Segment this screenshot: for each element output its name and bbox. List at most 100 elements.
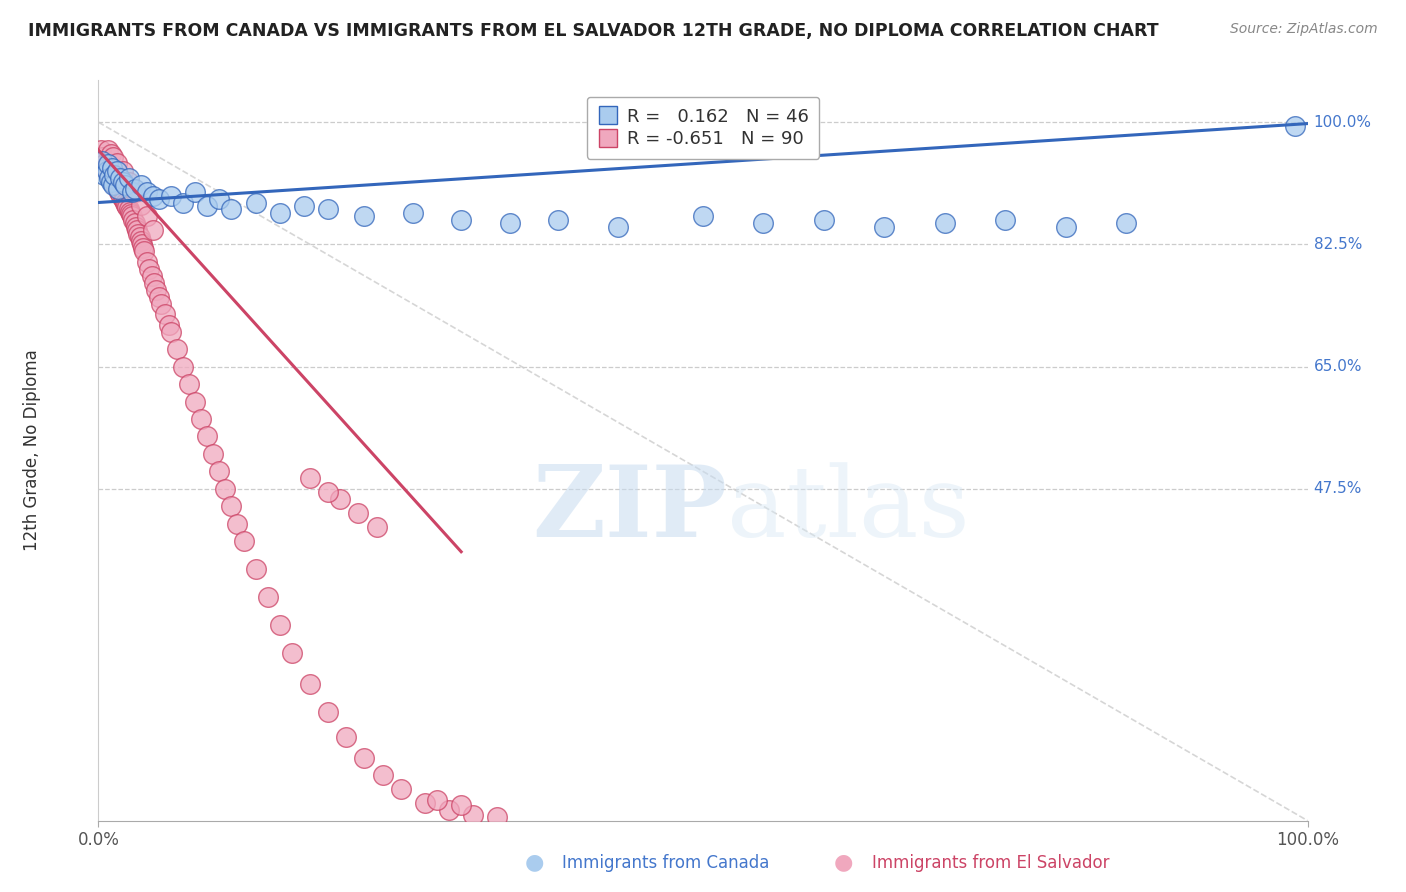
Point: [450, 213, 472, 227]
Point: [994, 213, 1017, 227]
Point: [107, 181, 129, 195]
Point: [103, 177, 125, 191]
Point: [118, 175, 141, 189]
Point: [108, 186, 131, 201]
Point: [129, 234, 152, 248]
Point: [97, 157, 120, 171]
Point: [141, 268, 163, 283]
Point: [98, 171, 121, 186]
Text: 12th Grade, No Diploma: 12th Grade, No Diploma: [22, 350, 41, 551]
Point: [245, 562, 267, 576]
Point: [607, 219, 630, 234]
Point: [150, 297, 173, 311]
Point: [91, 150, 114, 164]
Point: [316, 485, 339, 500]
Text: Source: ZipAtlas.com: Source: ZipAtlas.com: [1230, 22, 1378, 37]
Point: [100, 171, 122, 186]
Text: IMMIGRANTS FROM CANADA VS IMMIGRANTS FROM EL SALVADOR 12TH GRADE, NO DIPLOMA COR: IMMIGRANTS FROM CANADA VS IMMIGRANTS FRO…: [28, 22, 1159, 40]
Point: [142, 188, 165, 202]
Point: [752, 217, 775, 231]
Point: [208, 464, 231, 478]
Point: [335, 730, 357, 744]
Point: [114, 178, 136, 192]
Point: [347, 506, 370, 520]
Point: [97, 143, 120, 157]
Point: [179, 377, 201, 392]
Point: [316, 706, 339, 720]
Point: [104, 178, 127, 192]
Point: [100, 172, 122, 186]
Point: [135, 255, 157, 269]
Point: [103, 168, 125, 182]
Point: [195, 199, 218, 213]
Point: [98, 168, 121, 182]
Point: [1054, 219, 1077, 234]
Point: [93, 157, 115, 171]
Point: [122, 213, 145, 227]
Point: [124, 185, 146, 199]
Text: Immigrants from Canada: Immigrants from Canada: [562, 855, 769, 872]
Text: ●: ●: [834, 853, 853, 872]
Point: [172, 195, 194, 210]
Point: [547, 213, 569, 227]
Point: [129, 197, 152, 211]
Point: [114, 195, 136, 210]
Point: [134, 244, 156, 259]
Point: [128, 230, 150, 244]
Point: [148, 290, 170, 304]
Point: [117, 201, 139, 215]
Text: 65.0%: 65.0%: [1313, 359, 1362, 374]
Point: [118, 204, 141, 219]
Point: [226, 516, 249, 531]
Point: [292, 199, 315, 213]
Point: [91, 153, 114, 168]
Point: [426, 793, 449, 807]
Point: [166, 342, 188, 356]
Point: [101, 175, 124, 189]
Point: [131, 237, 153, 252]
Point: [353, 210, 375, 224]
Point: [108, 185, 131, 199]
Point: [202, 447, 225, 461]
Point: [94, 161, 117, 175]
Point: [112, 194, 135, 208]
Point: [118, 202, 141, 217]
Point: [873, 219, 896, 234]
Point: [692, 210, 714, 224]
Point: [145, 283, 167, 297]
Point: [138, 261, 160, 276]
Point: [366, 520, 388, 534]
Point: [437, 803, 460, 817]
Point: [463, 808, 485, 822]
Point: [221, 202, 243, 217]
Point: [135, 185, 157, 199]
Point: [353, 751, 375, 765]
Text: 82.5%: 82.5%: [1313, 237, 1362, 252]
Point: [157, 318, 180, 332]
Point: [111, 164, 134, 178]
Point: [371, 768, 394, 782]
Point: [118, 171, 141, 186]
Point: [96, 164, 118, 178]
Point: [91, 153, 114, 168]
Point: [413, 796, 436, 810]
Point: [184, 394, 207, 409]
Point: [299, 471, 322, 485]
Point: [232, 534, 254, 549]
Point: [110, 188, 132, 202]
Point: [115, 197, 138, 211]
Point: [172, 359, 194, 374]
Point: [221, 500, 243, 514]
Point: [1115, 217, 1137, 231]
Point: [90, 143, 112, 157]
Point: [142, 223, 165, 237]
Text: ZIP: ZIP: [533, 461, 727, 558]
Text: Immigrants from El Salvador: Immigrants from El Salvador: [872, 855, 1109, 872]
Point: [160, 188, 183, 202]
Point: [190, 412, 212, 426]
Text: 47.5%: 47.5%: [1313, 482, 1362, 496]
Point: [127, 223, 149, 237]
Point: [96, 164, 118, 178]
Point: [256, 590, 278, 604]
Point: [813, 213, 835, 227]
